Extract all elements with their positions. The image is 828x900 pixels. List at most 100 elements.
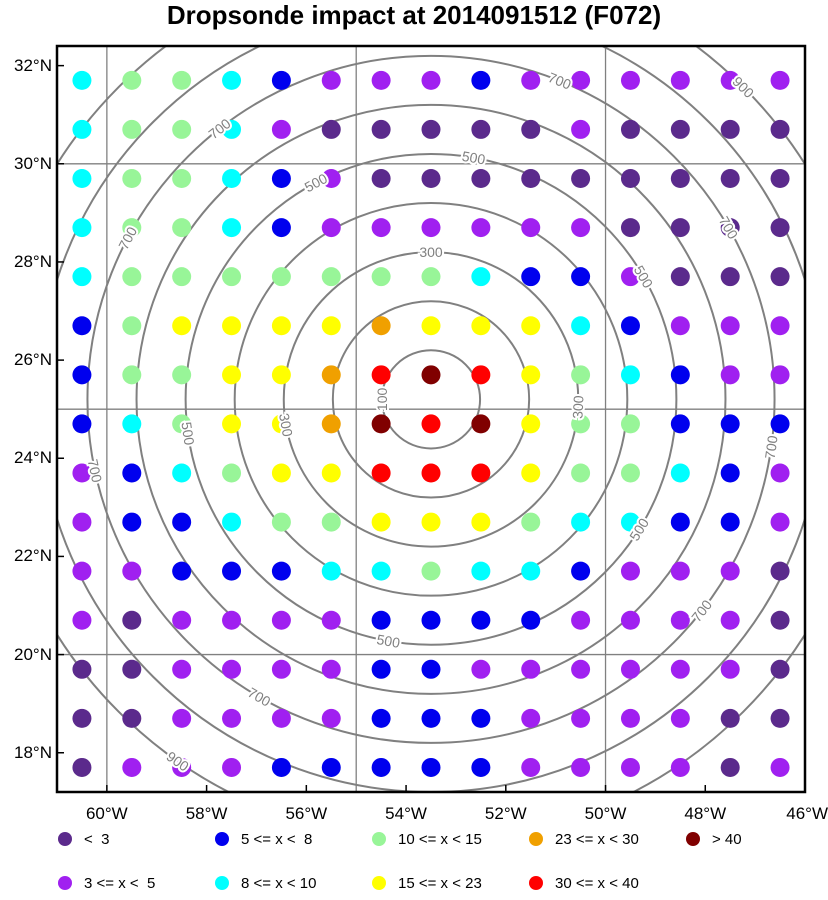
lon-tick-label: 48°W xyxy=(684,804,727,823)
impact-dot xyxy=(620,708,640,728)
impact-dot xyxy=(571,365,591,385)
legend-swatch xyxy=(372,876,386,890)
impact-dot xyxy=(172,414,192,434)
legend-swatch xyxy=(686,832,700,846)
impact-dot xyxy=(770,463,790,483)
impact-dot xyxy=(521,365,541,385)
impact-dot xyxy=(271,218,291,238)
impact-dot xyxy=(321,70,341,90)
impact-dot xyxy=(770,610,790,630)
impact-dot xyxy=(271,610,291,630)
range-ring xyxy=(135,103,727,695)
impact-dot xyxy=(620,561,640,581)
legend-swatch xyxy=(529,876,543,890)
impact-dot xyxy=(321,659,341,679)
impact-dot xyxy=(770,708,790,728)
impact-dot xyxy=(571,659,591,679)
impact-dot xyxy=(670,218,690,238)
impact-dot xyxy=(670,414,690,434)
lat-tick-label: 22°N xyxy=(14,546,52,566)
impact-dot xyxy=(271,316,291,336)
impact-dot xyxy=(471,218,491,238)
impact-dot xyxy=(371,414,391,434)
impact-dot xyxy=(720,610,740,630)
impact-dot xyxy=(770,365,790,385)
impact-dot xyxy=(72,757,92,777)
impact-dot xyxy=(620,316,640,336)
impact-dot xyxy=(571,316,591,336)
legend-label: 23 <= x < 30 xyxy=(555,830,639,848)
legend-label: < 3 xyxy=(84,830,110,848)
impact-dot xyxy=(720,757,740,777)
impact-dot xyxy=(471,316,491,336)
range-ring-label: 300 xyxy=(276,412,296,438)
impact-dot xyxy=(571,512,591,532)
impact-dot xyxy=(271,757,291,777)
impact-dot xyxy=(371,218,391,238)
axis-ticks xyxy=(57,64,806,792)
legend-item: 10 <= x < 15 xyxy=(372,828,482,850)
impact-dot xyxy=(471,610,491,630)
impact-dot xyxy=(421,365,441,385)
impact-dot xyxy=(122,659,142,679)
legend-swatch xyxy=(58,876,72,890)
impact-dot xyxy=(521,659,541,679)
impact-dot xyxy=(122,757,142,777)
impact-dot xyxy=(371,708,391,728)
range-ring-label: 100 xyxy=(374,387,390,411)
lon-tick-label: 54°W xyxy=(385,804,427,823)
impact-dot xyxy=(371,169,391,189)
impact-dot xyxy=(122,316,142,336)
impact-dot xyxy=(620,757,640,777)
impact-dot xyxy=(172,119,192,139)
impact-dot xyxy=(222,316,242,336)
lon-tick-label: 50°W xyxy=(584,804,627,823)
range-ring-label: 500 xyxy=(375,631,401,651)
impact-dot xyxy=(670,365,690,385)
impact-dot xyxy=(521,610,541,630)
impact-dot xyxy=(172,610,192,630)
lat-tick-label: 18°N xyxy=(14,742,52,762)
impact-dot xyxy=(72,708,92,728)
impact-dot xyxy=(620,169,640,189)
impact-dot xyxy=(720,218,740,238)
impact-dot xyxy=(371,365,391,385)
impact-dot xyxy=(571,70,591,90)
impact-dot xyxy=(471,365,491,385)
impact-dot xyxy=(670,70,690,90)
impact-dot xyxy=(421,512,441,532)
impact-dot xyxy=(222,169,242,189)
impact-dot xyxy=(670,316,690,336)
lon-tick-label: 46°W xyxy=(786,804,828,823)
impact-dot xyxy=(571,414,591,434)
impact-dot xyxy=(521,70,541,90)
impact-dot xyxy=(720,169,740,189)
impact-dot xyxy=(222,70,242,90)
lat-tick-label: 24°N xyxy=(14,448,52,468)
range-ring-label: 500 xyxy=(178,421,197,447)
impact-dot xyxy=(172,757,192,777)
impact-dot xyxy=(471,561,491,581)
range-ring-label: 300 xyxy=(419,244,443,260)
impact-dot xyxy=(72,119,92,139)
impact-dot xyxy=(471,70,491,90)
range-ring xyxy=(331,300,531,499)
impact-dot xyxy=(371,316,391,336)
impact-dot xyxy=(521,316,541,336)
impact-dot xyxy=(222,708,242,728)
impact-dot xyxy=(172,267,192,287)
range-ring-label: 700 xyxy=(716,214,742,242)
range-ring-label: 700 xyxy=(546,69,574,93)
range-ring-label: 700 xyxy=(762,434,781,460)
impact-dot xyxy=(620,365,640,385)
impact-dot xyxy=(222,463,242,483)
impact-dot xyxy=(321,218,341,238)
legend-swatch xyxy=(215,876,229,890)
impact-dot xyxy=(421,561,441,581)
impact-dot xyxy=(122,169,142,189)
impact-dot xyxy=(172,463,192,483)
impact-dot xyxy=(620,610,640,630)
lon-tick-label: 60°W xyxy=(85,804,128,823)
impact-dot xyxy=(72,365,92,385)
range-ring-label: 500 xyxy=(461,148,487,168)
